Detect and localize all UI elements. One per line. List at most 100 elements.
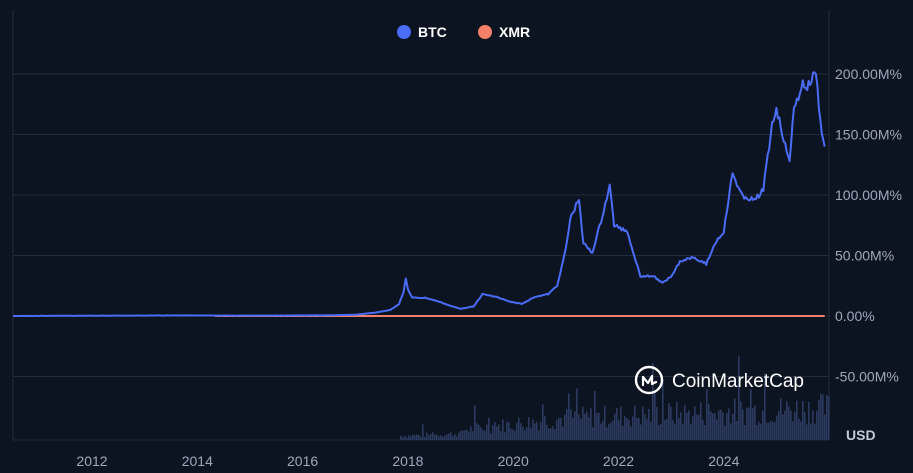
volume-bar <box>524 430 526 440</box>
volume-bar <box>592 427 594 440</box>
legend-label: BTC <box>418 24 447 40</box>
volume-bar <box>580 418 582 440</box>
volume-bar <box>668 403 670 440</box>
volume-bar <box>674 423 676 440</box>
volume-bar <box>778 411 780 440</box>
volume-bar <box>470 426 472 440</box>
volume-bar <box>526 427 528 440</box>
volume-bar <box>706 389 708 440</box>
volume-bar <box>596 413 598 440</box>
volume-bar <box>538 430 540 440</box>
x-tick-label: 2024 <box>708 453 739 469</box>
volume-bar <box>420 436 422 440</box>
legend-item-xmr[interactable]: XMR <box>478 24 530 40</box>
volume-bar <box>558 418 560 440</box>
volume-bar <box>412 434 414 440</box>
volume-bar <box>680 412 682 440</box>
volume-bar <box>718 410 720 440</box>
volume-bar <box>664 420 666 440</box>
volume-bar <box>710 411 712 440</box>
volume-bar <box>512 429 514 440</box>
volume-bar <box>720 409 722 440</box>
series-lines <box>12 71 826 317</box>
volume-bar <box>798 418 800 440</box>
volume-bar <box>594 390 596 440</box>
x-tick-label: 2018 <box>392 453 423 469</box>
volume-bar <box>444 435 446 440</box>
volume-bar <box>672 419 674 440</box>
volume-bar <box>620 406 622 440</box>
x-tick-label: 2012 <box>76 453 107 469</box>
volume-bar <box>476 423 478 440</box>
volume-bar <box>408 435 410 440</box>
y-tick-label: 100.00M% <box>835 187 902 203</box>
volume-bar <box>506 421 508 440</box>
legend-label: XMR <box>499 24 530 40</box>
volume-bar <box>486 424 488 440</box>
volume-bar <box>690 424 692 440</box>
volume-bar <box>766 422 768 440</box>
volume-bar <box>544 416 546 440</box>
volume-bar <box>484 430 486 440</box>
volume-bar <box>554 429 556 440</box>
legend-item-btc[interactable]: BTC <box>397 24 447 40</box>
volume-bar <box>434 434 436 440</box>
volume-bar <box>634 405 636 440</box>
volume-bar <box>606 427 608 440</box>
volume-bar <box>508 422 510 440</box>
volume-bar <box>810 423 812 440</box>
volume-bar <box>500 430 502 440</box>
x-tick-label: 2020 <box>498 453 529 469</box>
volume-bar <box>520 423 522 440</box>
volume-bar <box>786 401 788 440</box>
volume-bar <box>460 430 462 440</box>
legend: BTC XMR <box>397 24 530 40</box>
watermark-text: CoinMarketCap <box>672 371 804 392</box>
volume-bar <box>532 419 534 440</box>
y-tick-label: 0.00% <box>835 308 875 324</box>
volume-bar <box>584 413 586 440</box>
series-line-btc <box>12 71 826 317</box>
volume-bar <box>792 421 794 440</box>
volume-bar <box>542 404 544 440</box>
volume-bar <box>632 416 634 440</box>
volume-bar <box>622 425 624 440</box>
volume-bar <box>686 412 688 440</box>
volume-bar <box>678 418 680 440</box>
volume-bar <box>564 414 566 440</box>
volume-bar <box>758 421 760 440</box>
volume-bar <box>728 408 730 440</box>
volume-bar <box>572 417 574 440</box>
volume-bar <box>516 423 518 440</box>
volume-bar <box>788 406 790 440</box>
coinmarketcap-logo-icon <box>634 365 664 395</box>
volume-bar <box>624 416 626 440</box>
volume-bar <box>430 433 432 440</box>
y-tick-label: 50.00M% <box>835 248 894 264</box>
volume-bar <box>474 405 476 440</box>
volume-bar <box>744 425 746 440</box>
volume-bar <box>704 424 706 440</box>
volume-bar <box>458 432 460 440</box>
volume-bar <box>502 419 504 440</box>
volume-bar <box>442 436 444 440</box>
volume-bar <box>734 398 736 440</box>
volume-bar <box>462 430 464 440</box>
volume-bar <box>600 423 602 440</box>
volume-bar <box>700 402 702 440</box>
volume-bar <box>642 406 644 440</box>
volume-bar <box>566 409 568 440</box>
volume-bar <box>478 425 480 440</box>
volume-bar <box>608 423 610 440</box>
volume-bar <box>638 417 640 440</box>
legend-swatch <box>478 25 492 39</box>
volume-bar <box>812 410 814 440</box>
volume-bar <box>726 413 728 440</box>
volume-bar <box>698 414 700 440</box>
volume-bar <box>428 435 430 440</box>
volume-bar <box>662 378 664 440</box>
volume-bar <box>410 436 412 440</box>
volume-bar <box>582 406 584 440</box>
x-tick-label: 2022 <box>603 453 634 469</box>
